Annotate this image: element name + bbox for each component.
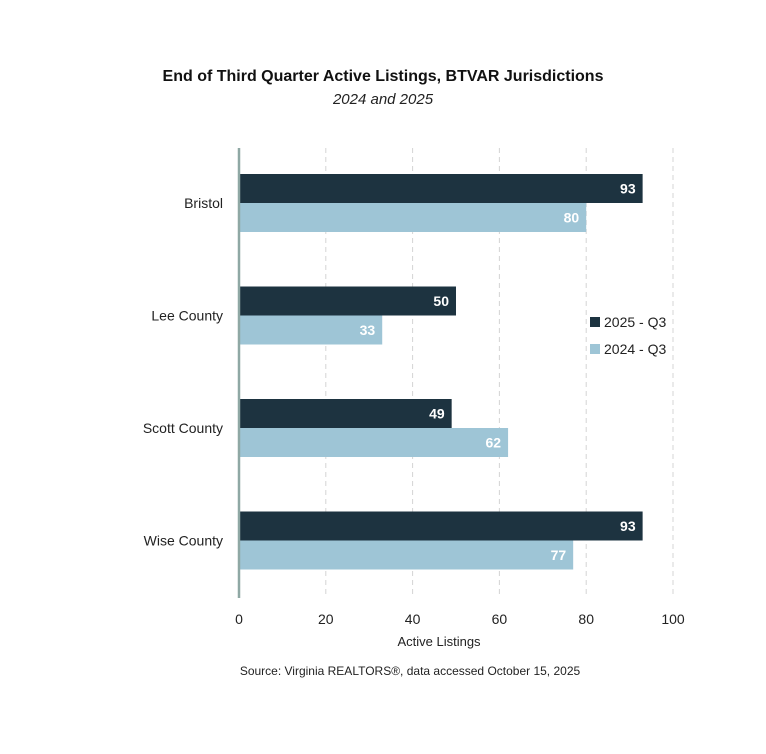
x-tick-labels: 0 20 40 60 80 100 — [235, 611, 685, 627]
bar — [239, 174, 643, 203]
category-label: Lee County — [151, 308, 223, 324]
bar-value-label: 33 — [360, 322, 376, 338]
chart-subtitle: 2024 and 2025 — [332, 91, 434, 108]
bar — [239, 203, 587, 232]
legend: 2025 - Q3 2024 - Q3 — [590, 314, 666, 357]
bar-value-label: 62 — [486, 435, 502, 451]
legend-label: 2024 - Q3 — [604, 341, 666, 357]
bar — [239, 286, 456, 316]
x-tick-label: 100 — [661, 611, 685, 627]
x-axis-title: Active Listings — [397, 634, 481, 649]
bars: 93 80 50 33 49 62 93 77 — [237, 148, 643, 598]
x-tick-label: 80 — [578, 611, 594, 627]
bar — [239, 511, 643, 541]
chart-title: End of Third Quarter Active Listings, BT… — [162, 68, 604, 85]
bar-value-label: 77 — [551, 547, 567, 563]
bar — [239, 540, 574, 570]
source-note: Source: Virginia REALTORS®, data accesse… — [239, 664, 581, 678]
bar-value-label: 93 — [620, 181, 636, 197]
x-tick-label: 60 — [492, 611, 508, 627]
legend-label: 2025 - Q3 — [604, 314, 666, 330]
x-tick-label: 0 — [235, 611, 243, 627]
bar — [239, 315, 383, 345]
category-label: Bristol — [184, 195, 223, 211]
legend-swatch — [590, 344, 600, 354]
category-label: Scott County — [143, 420, 223, 436]
category-labels: Bristol Lee County Scott County Wise County — [143, 195, 223, 549]
category-label: Wise County — [144, 533, 223, 549]
bar — [239, 428, 509, 457]
bar-value-label: 93 — [620, 518, 636, 534]
x-tick-label: 20 — [318, 611, 334, 627]
bar — [239, 399, 452, 428]
bar-value-label: 49 — [429, 406, 445, 422]
x-tick-label: 40 — [405, 611, 421, 627]
legend-swatch — [590, 317, 600, 327]
bar-value-label: 80 — [564, 210, 580, 226]
bar-value-label: 50 — [433, 293, 449, 309]
